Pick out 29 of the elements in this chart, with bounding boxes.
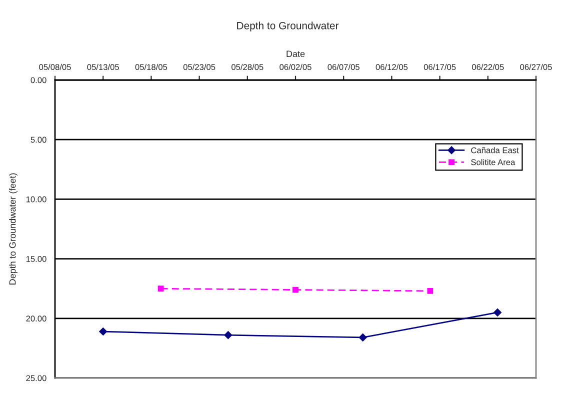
point [224, 331, 232, 340]
x-tick-label: 05/08/05 [39, 64, 71, 70]
y-tick-label: 10.00 [26, 196, 46, 202]
point [494, 308, 502, 316]
x-tick-label: 06/17/05 [424, 64, 456, 70]
y-tick-label: 15.00 [26, 256, 46, 262]
point [292, 286, 298, 293]
y-axis-title: Depth to Groundwater (feet) [9, 173, 18, 284]
x-tick-label: 06/27/05 [520, 64, 552, 70]
x-tick-label: 05/23/05 [183, 64, 216, 70]
point [158, 286, 164, 292]
point [427, 288, 434, 294]
x-tick-label: 05/13/05 [87, 64, 119, 70]
x-tick-label: 05/28/05 [232, 64, 264, 70]
x-tick-label: 06/22/05 [472, 64, 504, 70]
y-tick-label: 5.00 [30, 136, 46, 143]
point [358, 334, 367, 342]
y-tick-label: 0.00 [30, 77, 46, 84]
x-tick-label: 05/18/05 [135, 64, 168, 70]
x-axis-title: Date [286, 50, 305, 58]
point [99, 328, 108, 336]
y-tick-label: 20.00 [26, 316, 46, 322]
x-tick-label: 06/12/05 [376, 64, 408, 70]
x-tick-label: 06/02/05 [280, 64, 312, 70]
legend-label: Cañada East [471, 147, 519, 154]
chart-title: Depth to Groundwater [237, 22, 339, 32]
y-tick-label: 25.00 [26, 375, 46, 382]
x-tick-label: 06/07/05 [328, 64, 360, 70]
legend-label: Solitite Area [471, 159, 516, 166]
